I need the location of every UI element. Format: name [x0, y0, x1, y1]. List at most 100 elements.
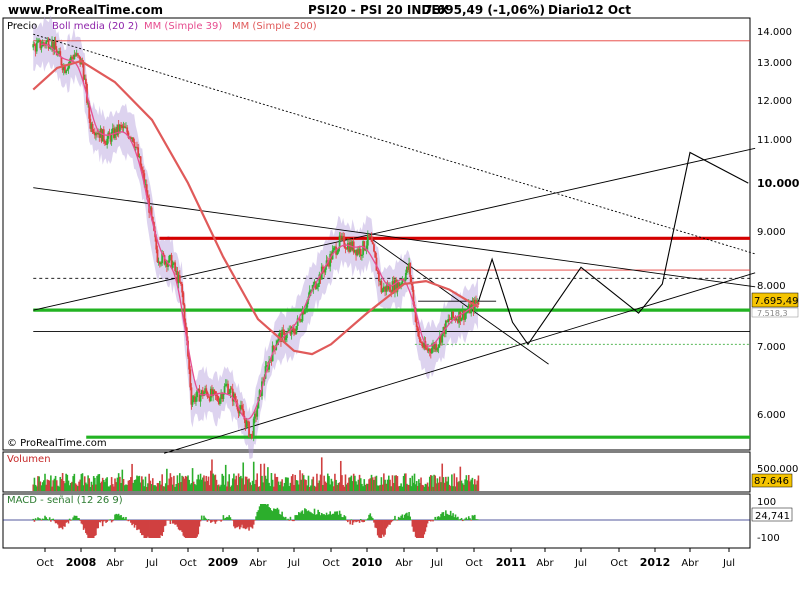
macd-bar-38: [77, 518, 79, 520]
candle-body-44: [83, 78, 86, 80]
candle-body-141: [197, 389, 200, 391]
macd-bar-101: [150, 520, 153, 538]
macd-bar-324: [413, 520, 416, 532]
volume-bar-152: [210, 470, 212, 491]
volume-bar-302: [387, 475, 390, 491]
macd-bar-69: [111, 520, 114, 522]
candle-body-363: [458, 311, 461, 323]
macd-bar-147: [204, 517, 206, 520]
macd-bar-23: [59, 520, 62, 528]
volume-bar-43: [82, 485, 85, 491]
volume-bar-214: [282, 486, 285, 491]
volume-bar-170: [230, 485, 233, 491]
macd-bar-254: [330, 514, 333, 520]
volume-bar-81: [126, 484, 128, 491]
candle-body-285: [366, 234, 369, 246]
price-small-badge: 7.518,3: [757, 309, 788, 318]
candle-body-368: [464, 313, 467, 320]
macd-bar-216: [284, 516, 287, 520]
macd-bar-340: [431, 520, 433, 521]
volume-bar-109: [160, 484, 162, 491]
macd-bar-0: [32, 518, 35, 520]
macd-bar-124: [177, 520, 180, 530]
macd-bar-329: [419, 520, 421, 538]
volume-bar-56: [97, 474, 99, 491]
candle-body-39: [78, 55, 80, 57]
macd-bar-241: [314, 514, 317, 520]
candle-body-321: [410, 277, 413, 284]
volume-bar-25: [61, 473, 64, 491]
macd-bar-192: [256, 511, 259, 520]
candle-body-220: [289, 329, 292, 335]
volume-bar-342: [433, 474, 435, 491]
volume-bar-61: [102, 479, 105, 491]
volume-bar-202: [268, 482, 270, 491]
candle-body-110: [161, 252, 164, 264]
candle-body-282: [363, 241, 366, 251]
candle-body-233: [305, 307, 307, 311]
volume-bar-71: [114, 478, 116, 491]
volume-bar-120: [173, 475, 175, 491]
volume-bar-292: [375, 475, 378, 491]
volume-bar-111: [162, 486, 165, 491]
macd-bar-177: [238, 520, 241, 530]
macd-bar-86: [132, 520, 135, 524]
volume-bar-18: [53, 478, 56, 491]
macd-bar-42: [81, 520, 84, 525]
volume-bar-148: [205, 475, 208, 491]
macd-bar-247: [322, 514, 324, 520]
macd-bar-208: [275, 509, 277, 520]
volume-bar-227: [298, 484, 300, 491]
macd-bar-375: [472, 515, 475, 520]
volume-bar-347: [439, 476, 441, 491]
candle-body-346: [437, 344, 440, 349]
macd-bar-332: [422, 520, 425, 538]
volume-bar-193: [257, 486, 260, 491]
candle-body-226: [296, 318, 299, 327]
candle-body-320: [409, 263, 412, 278]
volume-bar-32: [70, 482, 72, 491]
candle-body-264: [342, 235, 345, 237]
candle-body-74: [117, 124, 120, 133]
volume-bar-149: [206, 480, 209, 491]
candle-body-353: [446, 320, 448, 323]
macd-bar-245: [319, 515, 322, 520]
candle-body-169: [229, 388, 232, 393]
candle-body-318: [407, 266, 409, 271]
macd-bar-231: [302, 513, 305, 520]
macd-bar-3: [35, 519, 38, 521]
macd-bar-159: [218, 520, 220, 521]
macd-bar-27: [64, 520, 66, 527]
volume-bar-186: [249, 482, 252, 491]
candle-body-79: [123, 126, 126, 128]
candle-body-185: [248, 421, 250, 437]
macd-bar-61: [102, 520, 105, 522]
macd-bar-122: [175, 520, 178, 525]
volume-bar-231: [302, 475, 305, 491]
macd-bar-276: [356, 520, 359, 522]
volume-bar-284: [365, 483, 368, 491]
volume-bar-100: [149, 480, 152, 491]
volume-bar-221: [290, 476, 293, 491]
macd-bar-341: [432, 520, 434, 522]
candle-body-77: [121, 125, 124, 129]
volume-bar-69: [111, 484, 114, 491]
macd-bar-158: [216, 520, 219, 521]
volume-bar-199: [264, 475, 267, 491]
macd-bar-362: [457, 516, 459, 520]
volume-bar-147: [204, 481, 206, 491]
volume-bar-68: [110, 477, 113, 491]
volume-bar-338: [428, 476, 431, 491]
macd-bar-184: [247, 520, 249, 528]
macd-bar-226: [296, 515, 299, 520]
volume-bar-313: [401, 486, 404, 491]
macd-badge: [751, 507, 793, 522]
candle-body-335: [425, 348, 428, 350]
volume-bar-375: [472, 484, 475, 491]
volume-bar-283: [364, 484, 367, 491]
candle-body-333: [423, 341, 426, 348]
macd-bar-141: [197, 520, 200, 535]
macd-bar-98: [147, 520, 149, 537]
candle-body-144: [200, 390, 203, 395]
candle-body-236: [308, 290, 311, 297]
